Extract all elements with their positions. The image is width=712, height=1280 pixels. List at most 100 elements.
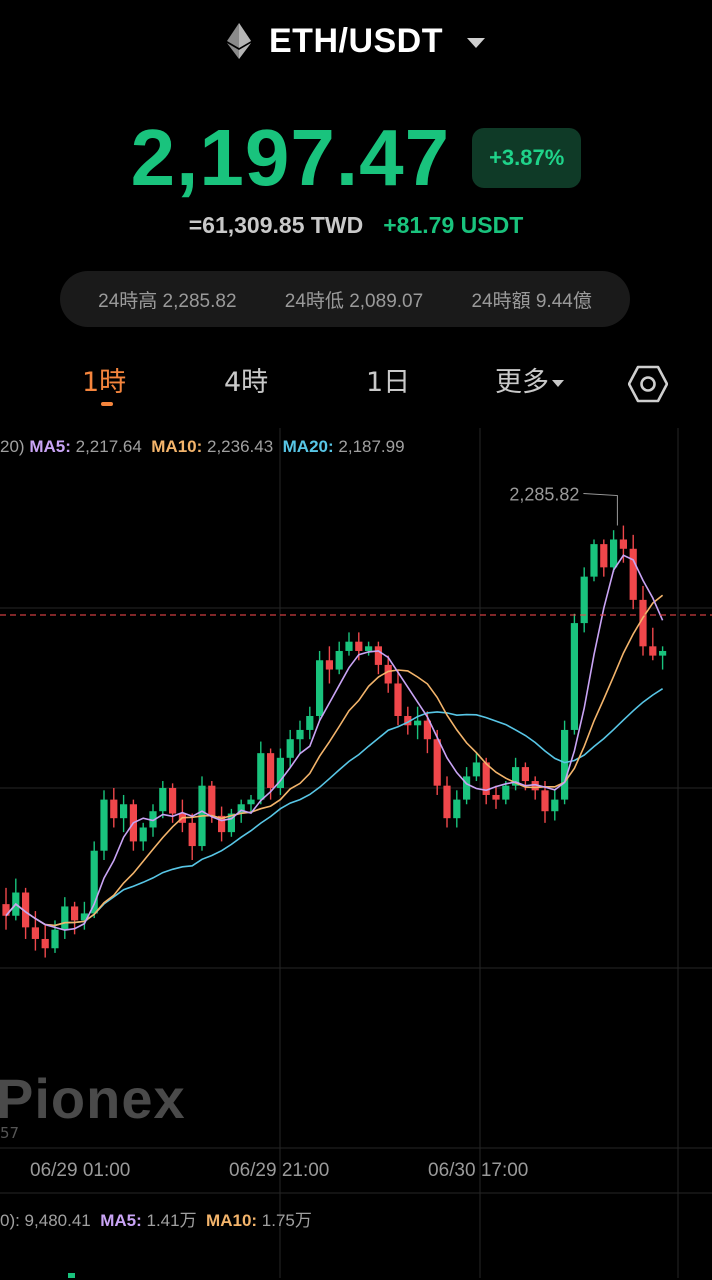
candle-body: [355, 641, 363, 651]
time-tick: 06/29 21:00: [229, 1160, 330, 1181]
candle-body: [296, 729, 304, 740]
ma20-label: MA20:: [282, 437, 334, 456]
settings-icon[interactable]: [628, 364, 668, 404]
candle-body: [443, 785, 451, 819]
chevron-down-icon: [552, 380, 564, 387]
vol-ma5-value: 1.41万: [146, 1211, 197, 1230]
ethereum-icon: [227, 23, 251, 59]
candle-body: [208, 785, 216, 816]
candle-body: [325, 660, 333, 670]
stats-bar: 24時高 2,285.82 24時低 2,089.07 24時額 9.44億: [60, 271, 630, 327]
candle-body: [492, 794, 500, 800]
ma-legend: 20) MA5: 2,217.64 MA10: 2,236.43 MA20: 2…: [0, 437, 405, 457]
pair-header[interactable]: ETH/USDT: [0, 18, 712, 64]
candle-body: [659, 650, 667, 656]
tab-more-label: 更多: [495, 367, 549, 398]
candle-body: [139, 827, 147, 842]
last-price: 2,197.47: [130, 113, 451, 202]
ma10-value: 2,236.43: [207, 437, 274, 456]
candle-body: [610, 539, 618, 568]
candle-body: [286, 739, 294, 758]
volume-bar: [68, 1273, 75, 1278]
candle-body: [188, 822, 196, 847]
candle-body: [2, 904, 10, 916]
candle-body: [227, 813, 235, 833]
candlestick-chart[interactable]: 2,285.82: [0, 428, 712, 1278]
tab-1h[interactable]: 1時: [82, 367, 127, 398]
ma-legend-prefix: 20): [0, 437, 25, 456]
candle-body: [414, 720, 422, 726]
ma5-line: [5, 554, 664, 931]
candle-body: [31, 927, 39, 939]
candle-body: [159, 788, 167, 812]
ma20-value: 2,187.99: [338, 437, 405, 456]
interval-tabs: 1時 4時 1日 更多: [0, 360, 712, 412]
time-tick: 06/30 17:00: [428, 1160, 529, 1181]
high-marker-line: [583, 493, 618, 526]
candle-body: [502, 785, 510, 800]
candle-body: [257, 753, 265, 800]
candle-body: [90, 850, 98, 914]
candle-body: [482, 762, 490, 795]
price-row: 2,197.47 +3.87%: [0, 112, 712, 204]
candle-body: [276, 757, 284, 788]
candle-body: [247, 799, 255, 805]
candle-body: [51, 929, 59, 949]
ma-lines: [5, 554, 664, 931]
candle-body: [71, 906, 79, 921]
chevron-down-icon: [467, 38, 485, 48]
vol-ma10-value: 1.75万: [261, 1211, 312, 1230]
candle-group: [2, 525, 667, 1278]
volume-legend: 0): 9,480.41 MA5: 1.41万 MA10: 1.75万: [0, 1206, 312, 1231]
candle-body: [41, 938, 49, 949]
stat-24h-low: 24時低 2,089.07: [284, 290, 424, 312]
candle-body: [551, 799, 559, 812]
active-tab-indicator: [101, 402, 113, 406]
candle-body: [384, 664, 392, 684]
ma5-label: MA5:: [29, 437, 71, 456]
candle-body: [521, 767, 529, 782]
candle-body: [463, 776, 471, 800]
candle-body: [149, 811, 157, 828]
candle-body: [120, 804, 128, 819]
chart-annotations: 2,285.82: [0, 485, 712, 616]
change-percent-badge: +3.87%: [472, 128, 582, 188]
candle-body: [600, 544, 608, 568]
candle-body: [80, 913, 88, 921]
vol-ma10-label: MA10:: [206, 1211, 258, 1230]
candle-body: [61, 906, 69, 930]
brand-watermark: Pionex: [0, 1067, 186, 1130]
candle-body: [512, 767, 520, 786]
time-axis: 06/29 01:00 06/29 21:00 06/30 17:00: [0, 1160, 712, 1184]
candle-body: [619, 539, 627, 549]
change-amount: +81.79 USDT: [383, 212, 524, 238]
candle-body: [639, 599, 647, 647]
candle-body: [649, 646, 657, 656]
candle-body: [345, 641, 353, 651]
candle-body: [531, 781, 539, 791]
candle-body: [404, 716, 412, 726]
tab-1d[interactable]: 1日: [366, 367, 411, 398]
candle-body: [316, 660, 324, 716]
tab-4h[interactable]: 4時: [224, 367, 269, 398]
candle-body: [267, 753, 275, 788]
ma5-value: 2,217.64: [75, 437, 142, 456]
stat-24h-high: 24時高 2,285.82: [98, 290, 237, 312]
candle-body: [22, 892, 30, 928]
candle-body: [374, 646, 382, 665]
candle-body: [169, 788, 177, 814]
ma20-line: [5, 688, 664, 927]
watermark-sub: 57: [0, 1124, 20, 1142]
candle-body: [335, 650, 343, 670]
candle-body: [100, 799, 108, 851]
stat-24h-volume: 24時額 9.44億: [471, 290, 592, 312]
high-marker-label: 2,285.82: [509, 485, 579, 505]
candle-body: [218, 815, 226, 833]
ma10-line: [5, 594, 664, 927]
candle-body: [570, 623, 578, 730]
ma10-label: MA10:: [151, 437, 203, 456]
candle-body: [561, 729, 569, 800]
candle-body: [541, 790, 549, 812]
vol-ma5-label: MA5:: [100, 1211, 142, 1230]
tab-more[interactable]: 更多: [495, 360, 564, 399]
